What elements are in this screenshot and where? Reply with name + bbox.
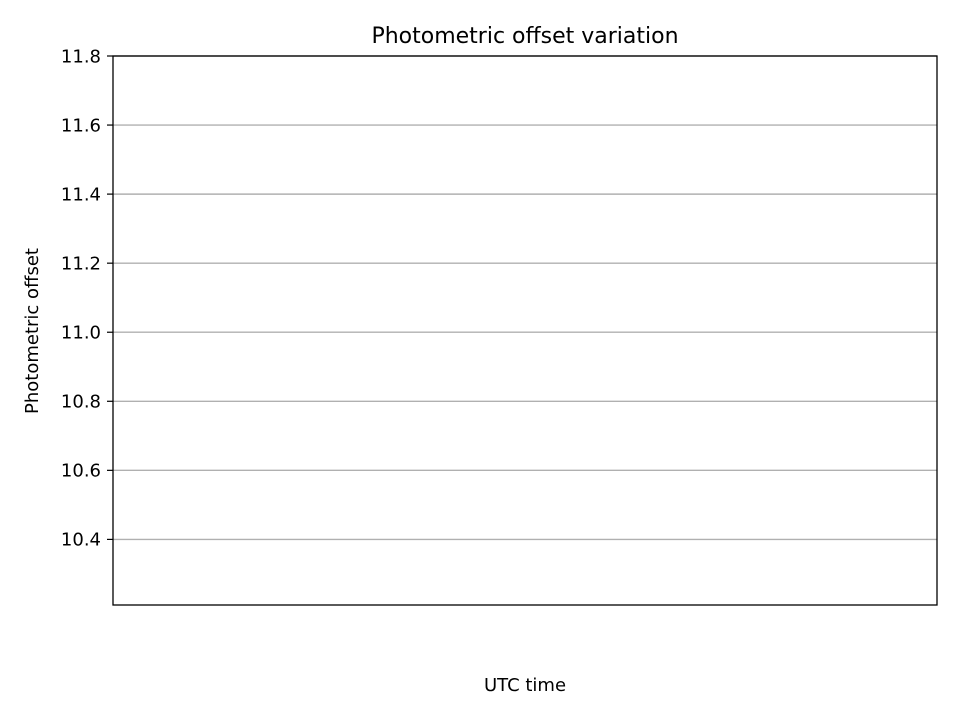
x-axis-label: UTC time (484, 675, 566, 696)
y-tick-label: 11.4 (61, 184, 101, 205)
y-gridlines (113, 55, 937, 541)
y-tick-label: 11.0 (61, 323, 101, 344)
y-tick-label: 11.8 (61, 46, 101, 67)
y-tick-label: 10.4 (61, 530, 101, 551)
y-tick-label: 10.8 (61, 392, 101, 413)
chart-title: Photometric offset variation (371, 24, 678, 49)
y-tick-label: 10.6 (61, 461, 101, 482)
y-tick-label: 11.2 (61, 253, 101, 274)
y-axis-ticks: 10.4 10.6 10.8 11.0 11.2 11.4 11.6 11.8 (61, 46, 113, 551)
y-axis-label: Photometric offset (22, 248, 43, 414)
plot-frame (112, 55, 938, 606)
y-tick-label: 11.6 (61, 115, 101, 136)
